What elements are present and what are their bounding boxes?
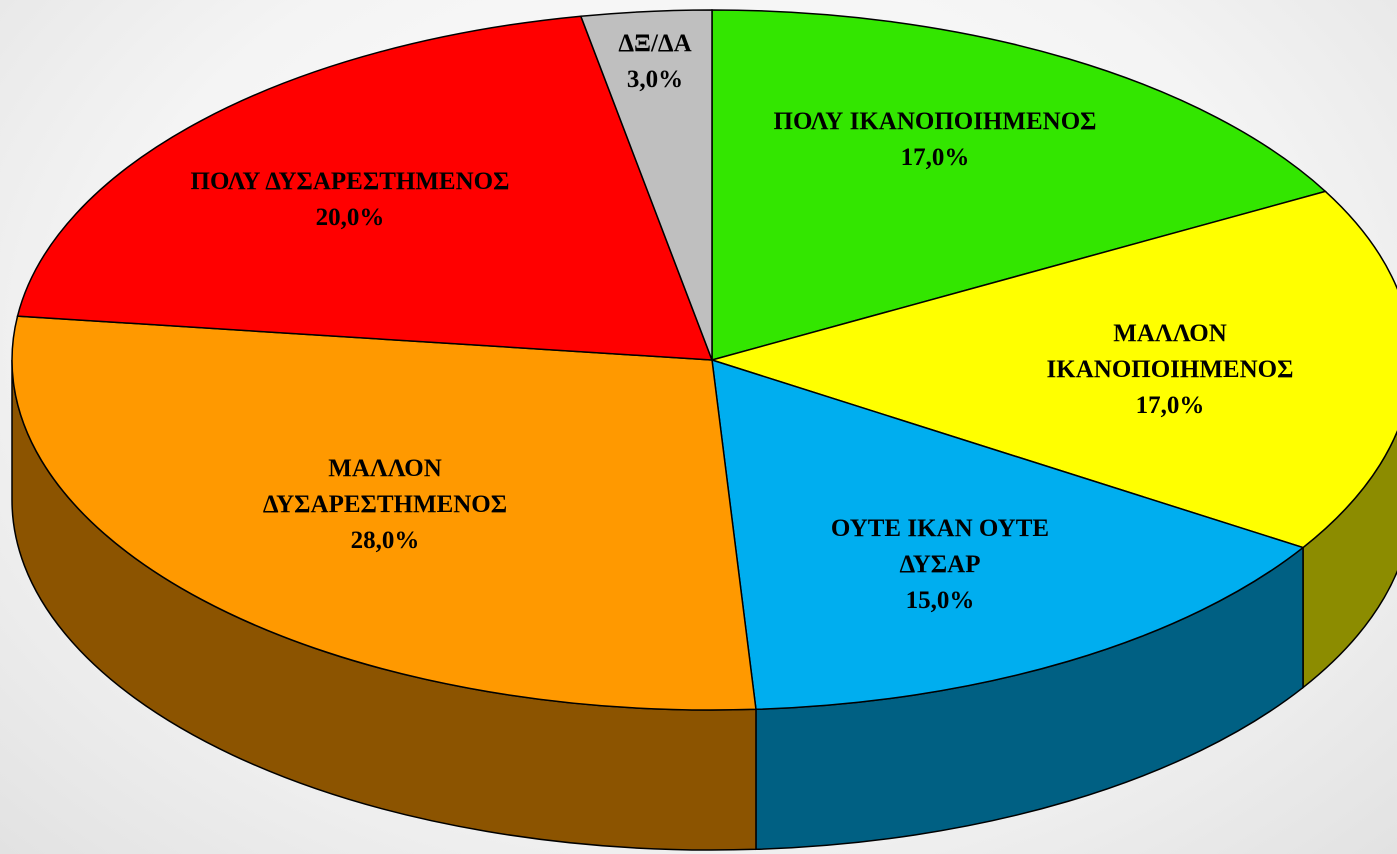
value-label: 15,0%	[905, 587, 975, 614]
slice	[709, 190, 1397, 549]
category-label: ΜΑΛΛΟΝ ΔΥΣΑΡΕΣΤΗΜΕΝΟΣ	[262, 455, 508, 518]
slice-label: ΜΑΛΛΟΝ ΔΥΣΑΡΕΣΤΗΜΕΝΟΣ 28,0%	[215, 451, 555, 559]
category-label: ΜΑΛΛΟΝ ΙΚΑΝΟΠΟΙΗΜΕΝΟΣ	[1046, 320, 1294, 383]
slice	[711, 358, 1305, 711]
slice-label: ΠΟΛΥ ΔΥΣΑΡΕΣΤΗΜΕΝΟΣ 20,0%	[180, 164, 520, 236]
category-label: ΔΞ/ΔΑ	[618, 30, 692, 57]
category-label: ΟΥΤΕ ΙΚΑΝ ΟΥΤΕ ΔΥΣΑΡ	[830, 515, 1050, 578]
slice-label: ΜΑΛΛΟΝ ΙΚΑΝΟΠΟΙΗΜΕΝΟΣ 17,0%	[1005, 316, 1335, 424]
value-label: 17,0%	[900, 144, 970, 171]
slice	[579, 9, 713, 361]
slice-label: ΟΥΤΕ ΙΚΑΝ ΟΥΤΕ ΔΥΣΑΡ 15,0%	[790, 511, 1090, 619]
value-label: 3,0%	[626, 66, 684, 93]
slice-label: ΠΟΛΥ ΙΚΑΝΟΠΟΙΗΜΕΝΟΣ 17,0%	[770, 104, 1100, 176]
slice-label: ΔΞ/ΔΑ 3,0%	[585, 26, 725, 98]
slice	[711, 9, 1327, 361]
category-label: ΠΟΛΥ ΙΚΑΝΟΠΟΙΗΜΕΝΟΣ	[773, 108, 1097, 135]
category-label: ΠΟΛΥ ΔΥΣΑΡΕΣΤΗΜΕΝΟΣ	[190, 168, 510, 195]
slice	[11, 315, 757, 711]
slice	[16, 15, 714, 361]
value-label: 28,0%	[350, 527, 420, 554]
value-label: 17,0%	[1135, 392, 1205, 419]
value-label: 20,0%	[315, 204, 385, 231]
